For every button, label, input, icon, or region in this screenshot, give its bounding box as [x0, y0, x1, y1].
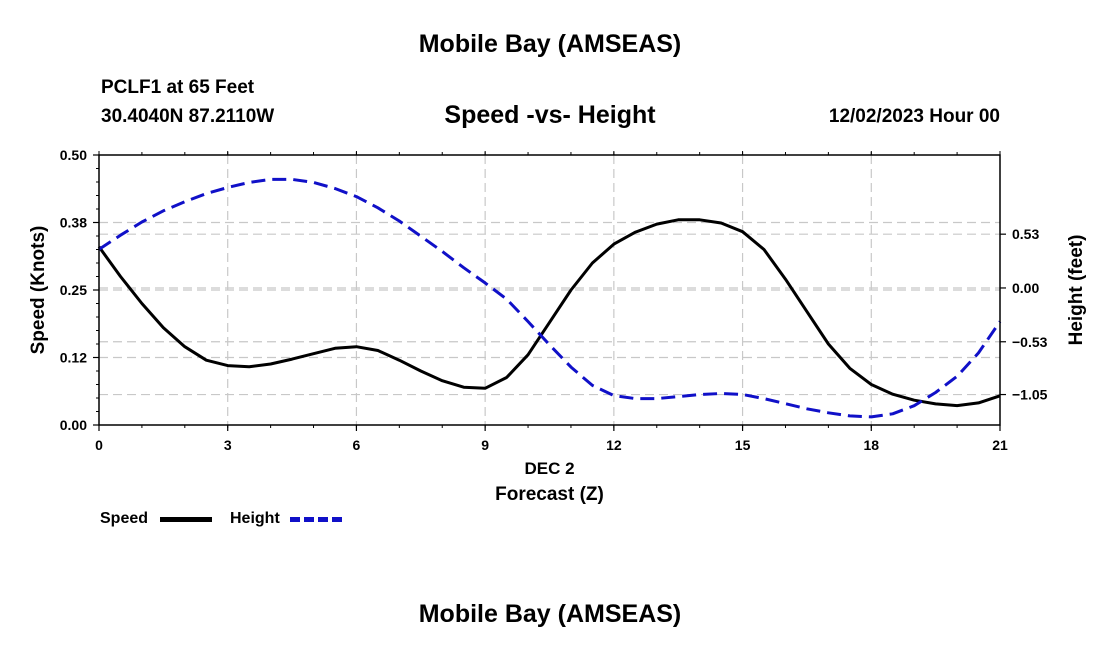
y-left-tick-label: 0.38: [60, 215, 87, 231]
y-right-tick-label: −0.53: [1012, 334, 1048, 350]
x-tick-label: 18: [863, 437, 879, 453]
axis-labels: 0 3 6 9 12 15 18 21 0.00 0.12 0.25 0.38 0.50 −1.05 −0.…: [28, 147, 1087, 505]
axis-ticks: [93, 151, 1006, 431]
x-tick-label: 3: [224, 437, 232, 453]
y-right-tick-label: −1.05: [1012, 387, 1048, 403]
x-tick-label: 15: [735, 437, 751, 453]
y-left-axis-title: Speed (Knots): [28, 226, 49, 355]
y-right-tick-label: 0.53: [1012, 226, 1039, 242]
main-title: Mobile Bay (AMSEAS): [418, 30, 682, 58]
y-left-tick-label: 0.50: [60, 147, 87, 163]
datestamp-label: 12/02/2023 Hour 00: [828, 106, 1000, 127]
x-tick-label: 0: [95, 437, 103, 453]
x-tick-label: 9: [481, 437, 489, 453]
legend-speed-swatch: [160, 517, 212, 522]
footer-title: Mobile Bay (AMSEAS): [418, 600, 682, 628]
x-tick-label: 6: [353, 437, 361, 453]
legend-speed-label: Speed: [100, 510, 149, 527]
legend-height-swatch: [290, 517, 342, 522]
x-tick-label: 12: [606, 437, 622, 453]
y-right-tick-label: 0.00: [1012, 280, 1039, 296]
speed-series-line: [97, 218, 1001, 408]
x-date-label: DEC 2: [524, 459, 574, 478]
x-tick-label: 21: [992, 437, 1008, 453]
coordinates-label: 30.4040N 87.2110W: [101, 106, 275, 127]
y-right-axis-title: Height (feet): [1066, 235, 1087, 346]
y-left-tick-label: 0.25: [60, 282, 87, 298]
chart-title: Speed -vs- Height: [444, 101, 656, 129]
y-left-tick-label: 0.12: [60, 350, 87, 366]
station-label: PCLF1 at 65 Feet: [101, 77, 255, 98]
height-series-line: [98, 177, 1002, 419]
y-left-tick-label: 0.00: [60, 417, 87, 433]
grid: [99, 155, 1000, 425]
series-group: [97, 177, 1002, 419]
x-axis-title: Forecast (Z): [495, 484, 604, 505]
legend-height-label: Height: [230, 510, 280, 527]
